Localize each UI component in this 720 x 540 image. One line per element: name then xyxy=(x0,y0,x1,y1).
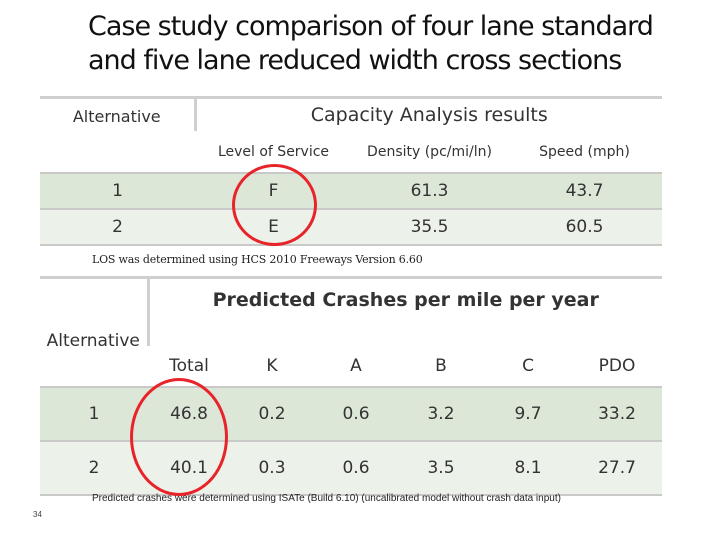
pdo-cell: 27.7 xyxy=(572,440,663,496)
alternative-cell: 2 xyxy=(40,208,195,246)
speed-cell: 43.7 xyxy=(507,172,662,209)
table-row: 2 40.1 0.3 0.6 3.5 8.1 27.7 xyxy=(40,440,663,496)
alternative-cell: 1 xyxy=(40,172,195,209)
column-header-k: K xyxy=(230,346,314,387)
speed-cell: 60.5 xyxy=(507,208,662,246)
density-cell: 35.5 xyxy=(352,208,507,246)
capacity-alternative-header: Alternative xyxy=(40,96,195,173)
c-cell: 9.7 xyxy=(484,386,572,441)
k-cell: 0.3 xyxy=(230,440,314,496)
capacity-note: LOS was determined using HCS 2010 Freewa… xyxy=(92,253,423,266)
column-header-speed: Speed (mph) xyxy=(507,131,662,173)
crash-note: Predicted crashes were determined using … xyxy=(92,493,561,504)
column-header-b: B xyxy=(398,346,484,387)
predicted-crashes-table: Alternative Predicted Crashes per mile p… xyxy=(40,276,663,496)
b-cell: 3.2 xyxy=(398,386,484,441)
c-cell: 8.1 xyxy=(484,440,572,496)
a-cell: 0.6 xyxy=(314,386,398,441)
pdo-cell: 33.2 xyxy=(572,386,663,441)
density-cell: 61.3 xyxy=(352,172,507,209)
k-cell: 0.2 xyxy=(230,386,314,441)
column-header-pdo: PDO xyxy=(572,346,663,387)
alternative-cell: 1 xyxy=(40,386,148,441)
column-header-a: A xyxy=(314,346,398,387)
a-cell: 0.6 xyxy=(314,440,398,496)
column-header-density: Density (pc/mi/ln) xyxy=(352,131,507,173)
slide-title-line-1: Case study comparison of four lane stand… xyxy=(88,11,654,42)
crash-alternative-header: Alternative xyxy=(40,276,148,387)
table-row: 2 E 35.5 60.5 xyxy=(40,208,662,246)
slide-title: Case study comparison of four lane stand… xyxy=(88,10,708,78)
total-highlight-circle xyxy=(130,378,228,496)
alternative-cell: 2 xyxy=(40,440,148,496)
column-header-c: C xyxy=(484,346,572,387)
crash-group-header: Predicted Crashes per mile per year xyxy=(146,276,663,346)
slide-title-line-2: and five lane reduced width cross sectio… xyxy=(88,45,622,76)
los-highlight-circle xyxy=(232,164,317,246)
table-row: 1 F 61.3 43.7 xyxy=(40,172,662,209)
page-number: 34 xyxy=(33,510,42,519)
capacity-group-header: Capacity Analysis results xyxy=(193,96,662,131)
b-cell: 3.5 xyxy=(398,440,484,496)
capacity-analysis-table: Alternative Capacity Analysis results Le… xyxy=(40,96,662,246)
